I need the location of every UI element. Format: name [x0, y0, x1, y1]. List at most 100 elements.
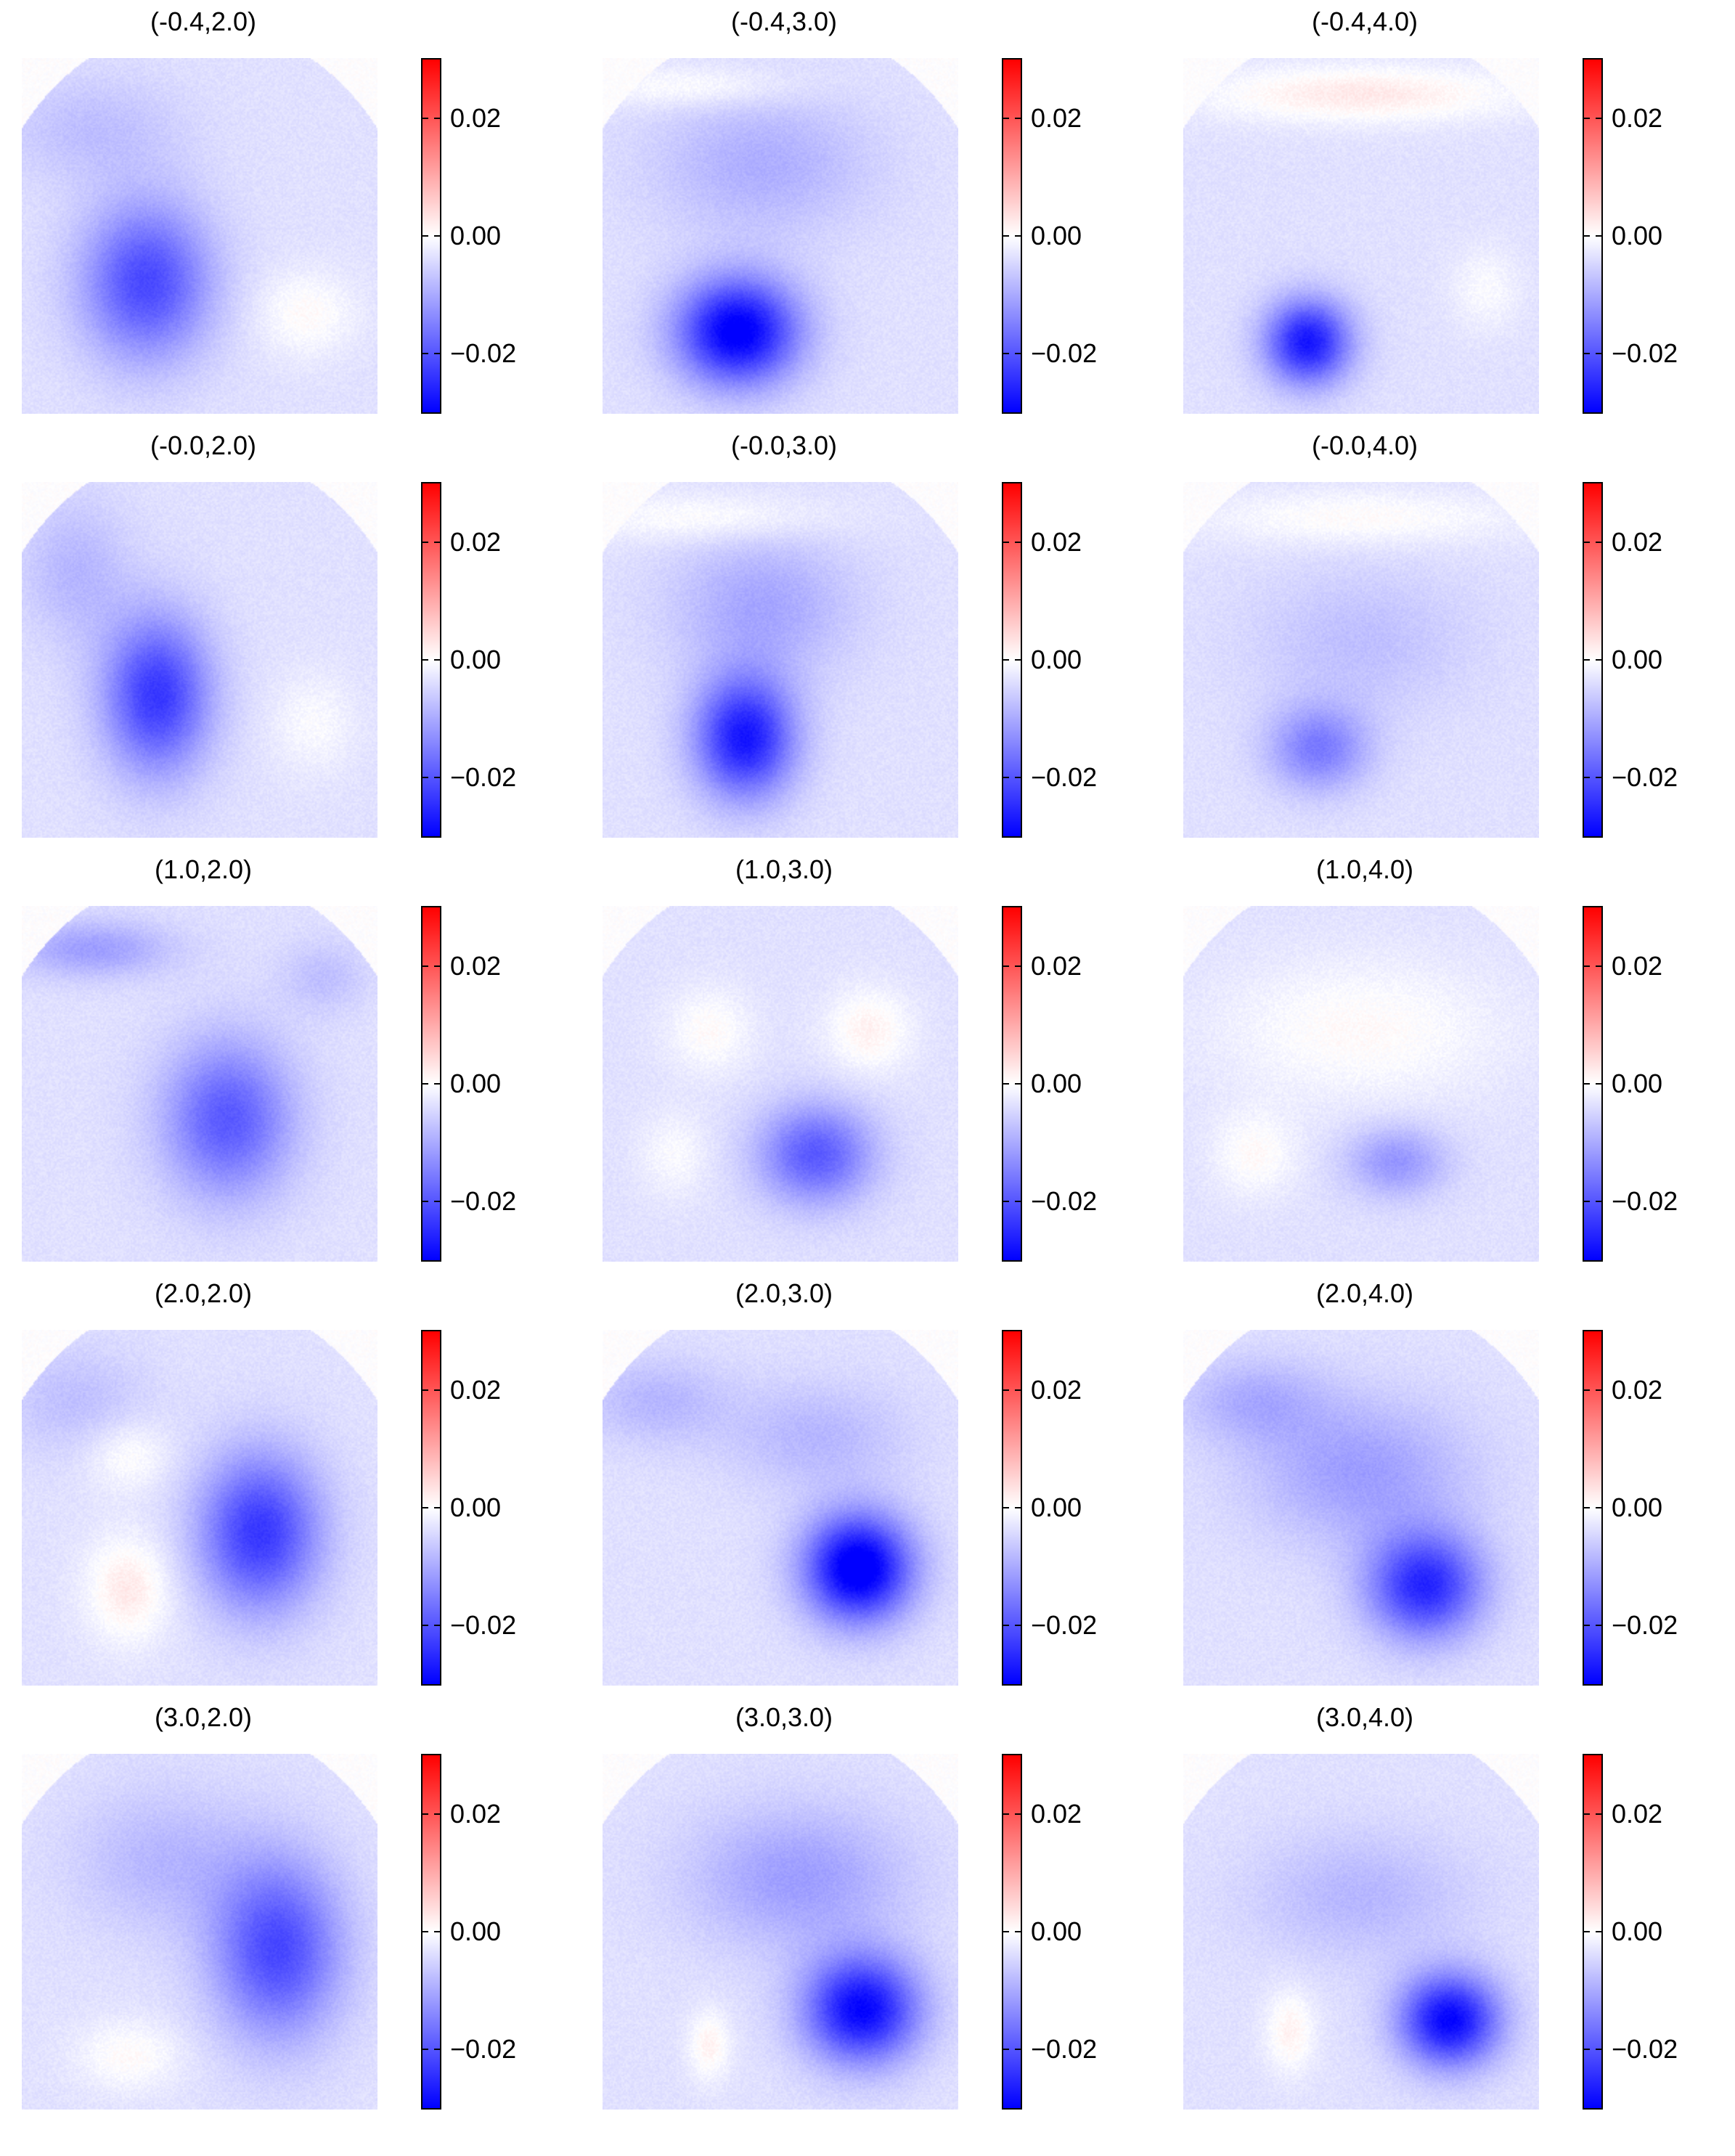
colorbar-tick-label: 0.02	[1612, 1799, 1663, 1829]
colorbar-tick-label: 0.02	[450, 951, 502, 981]
colorbar-tick	[1584, 1201, 1590, 1202]
colorbar: 0.02 0.00 −0.02	[421, 1330, 595, 1686]
colorbar-tick-label: 0.00	[1031, 1493, 1082, 1522]
colorbar-tick	[434, 659, 440, 661]
colorbar-tick-label: −0.02	[1612, 338, 1678, 368]
colorbar-tick	[1596, 1389, 1601, 1391]
heatmap-panel: (1.0,2.0) 0.02 0.00 −0.02	[22, 848, 603, 1276]
colorbar-tick	[1015, 118, 1021, 119]
colorbar-tick	[422, 2049, 428, 2050]
colorbar-tick	[434, 1083, 440, 1085]
heatmap-image	[603, 1754, 958, 2110]
colorbar-tick-label: 0.02	[1031, 1375, 1082, 1405]
heatmap-image	[22, 1754, 377, 2110]
colorbar-tick-label: 0.00	[1031, 1916, 1082, 1946]
colorbar-tick	[1596, 235, 1601, 237]
heatmap-panel: (1.0,3.0) 0.02 0.00 −0.02	[603, 848, 1183, 1276]
colorbar-tick	[1003, 777, 1009, 778]
colorbar-tick	[1015, 1507, 1021, 1508]
colorbar-tick	[1015, 777, 1021, 778]
heatmap-panel: (3.0,2.0) 0.02 0.00 −0.02	[22, 1696, 603, 2124]
heatmap-panel: (3.0,3.0) 0.02 0.00 −0.02	[603, 1696, 1183, 2124]
colorbar-tick	[1596, 542, 1601, 543]
colorbar-tick	[1015, 1389, 1021, 1391]
colorbar-tick	[1003, 1389, 1009, 1391]
panel-title: (-0.0,2.0)	[150, 430, 257, 460]
colorbar-tick-label: 0.02	[1612, 951, 1663, 981]
colorbar-tick	[1003, 235, 1009, 237]
colorbar-tick-label: −0.02	[1612, 2034, 1678, 2064]
colorbar-tick	[422, 235, 428, 237]
heatmap-panel: (2.0,4.0) 0.02 0.00 −0.02	[1183, 1272, 1735, 1700]
heatmap-image	[22, 906, 377, 1262]
colorbar-tick-label: 0.02	[1031, 527, 1082, 557]
colorbar-tick-label: −0.02	[1031, 1186, 1098, 1216]
panel-title: (3.0,3.0)	[735, 1702, 833, 1732]
panel-title: (1.0,3.0)	[735, 854, 833, 884]
colorbar-tick	[422, 1931, 428, 1932]
colorbar-tick	[1015, 353, 1021, 354]
colorbar-tick	[1584, 353, 1590, 354]
colorbar: 0.02 0.00 −0.02	[1002, 1754, 1176, 2110]
colorbar-tick	[1003, 2049, 1009, 2050]
colorbar-tick-label: −0.02	[1612, 762, 1678, 792]
colorbar-tick-label: 0.00	[1612, 221, 1663, 250]
colorbar-tick-label: 0.02	[1031, 103, 1082, 133]
colorbar-tick-label: 0.02	[1031, 951, 1082, 981]
colorbar-tick-label: 0.00	[450, 221, 502, 250]
colorbar-tick	[1584, 1813, 1590, 1815]
colorbar: 0.02 0.00 −0.02	[421, 906, 595, 1262]
colorbar-tick	[434, 777, 440, 778]
colorbar-tick	[422, 777, 428, 778]
colorbar-tick	[422, 659, 428, 661]
colorbar-tick-label: 0.00	[1031, 221, 1082, 250]
colorbar-tick	[1015, 965, 1021, 967]
colorbar-tick-label: 0.00	[1031, 1069, 1082, 1098]
colorbar-tick	[434, 542, 440, 543]
colorbar-tick	[1584, 1083, 1590, 1085]
heatmap-image	[603, 906, 958, 1262]
colorbar-tick-label: 0.00	[450, 645, 502, 674]
colorbar-tick	[434, 1625, 440, 1626]
heatmap-panel: (-0.0,3.0) 0.02 0.00 −0.02	[603, 424, 1183, 852]
colorbar-tick	[1596, 1813, 1601, 1815]
colorbar-tick	[1584, 1625, 1590, 1626]
colorbar: 0.02 0.00 −0.02	[1583, 1330, 1735, 1686]
colorbar-tick	[1596, 965, 1601, 967]
colorbar-tick	[1596, 1507, 1601, 1508]
colorbar-tick	[1596, 1083, 1601, 1085]
colorbar: 0.02 0.00 −0.02	[1002, 58, 1176, 414]
heatmap-image	[603, 58, 958, 414]
colorbar-tick	[1584, 2049, 1590, 2050]
heatmap-panel: (-0.0,2.0) 0.02 0.00 −0.02	[22, 424, 603, 852]
heatmap-panel: (2.0,3.0) 0.02 0.00 −0.02	[603, 1272, 1183, 1700]
colorbar-tick	[1003, 1625, 1009, 1626]
colorbar-tick	[1003, 118, 1009, 119]
colorbar-tick	[1596, 1931, 1601, 1932]
colorbar: 0.02 0.00 −0.02	[421, 58, 595, 414]
colorbar-tick	[1584, 1931, 1590, 1932]
colorbar-tick-label: 0.02	[1612, 527, 1663, 557]
colorbar-tick-label: −0.02	[1612, 1610, 1678, 1640]
colorbar: 0.02 0.00 −0.02	[1583, 482, 1735, 838]
heatmap-image	[22, 1330, 377, 1686]
colorbar: 0.02 0.00 −0.02	[1002, 1330, 1176, 1686]
colorbar-tick	[422, 1507, 428, 1508]
colorbar-tick	[422, 353, 428, 354]
colorbar-tick-label: 0.00	[450, 1069, 502, 1098]
colorbar-tick	[434, 235, 440, 237]
heatmap-image	[1183, 1330, 1539, 1686]
colorbar-tick-label: −0.02	[1031, 1610, 1098, 1640]
colorbar-tick	[434, 1389, 440, 1391]
colorbar-tick-label: −0.02	[450, 1610, 517, 1640]
colorbar-tick	[434, 1813, 440, 1815]
colorbar: 0.02 0.00 −0.02	[1583, 906, 1735, 1262]
heatmap-panel: (-0.4,4.0) 0.02 0.00 −0.02	[1183, 0, 1735, 428]
colorbar: 0.02 0.00 −0.02	[1583, 58, 1735, 414]
colorbar-tick	[1584, 118, 1590, 119]
colorbar-tick	[1596, 118, 1601, 119]
colorbar-tick-label: −0.02	[1031, 338, 1098, 368]
colorbar-tick	[1015, 542, 1021, 543]
heatmap-image	[1183, 58, 1539, 414]
colorbar-tick-label: 0.00	[450, 1493, 502, 1522]
